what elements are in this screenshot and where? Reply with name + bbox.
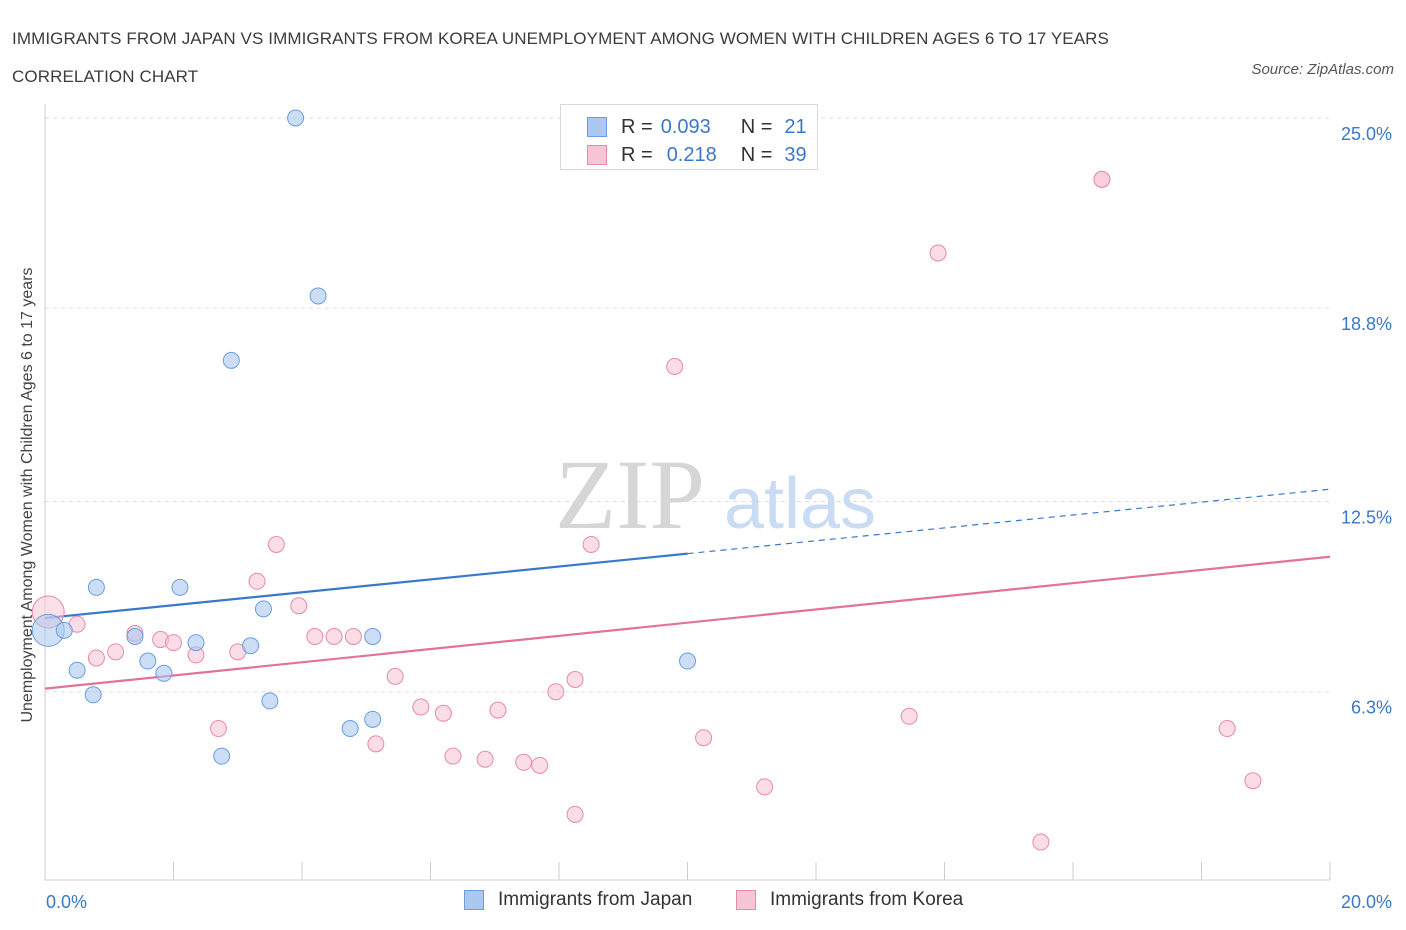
japan-point [187,634,205,652]
korea-point [582,535,600,553]
korea-point [344,627,362,645]
korea-point [566,805,584,823]
legend-r-label: R = [621,115,653,138]
y-tick-label: 25.0% [1341,124,1392,144]
korea-point [306,627,324,645]
y-tick-label: 6.3% [1351,698,1392,718]
japan-point [254,600,272,618]
japan-point [171,578,189,596]
korea-point [107,643,125,661]
korea-point [566,670,584,688]
korea-point [695,729,713,747]
korea-point [444,747,462,765]
data-points [31,109,1262,851]
y-tick-label: 18.8% [1341,314,1392,334]
korea-point [1032,833,1050,851]
legend-item-japan[interactable]: Immigrants from Japan [464,889,692,911]
korea-point [900,707,918,725]
japan-point [287,109,305,127]
legend-row-japan: R = 0.093 N = 21 [587,115,807,139]
legend-r-label: R = [621,143,653,166]
korea-point [1244,772,1262,790]
korea-point [367,735,385,753]
trend-lines [44,488,1331,690]
korea-point [165,634,182,652]
korea-point [756,778,774,796]
legend-item-korea[interactable]: Immigrants from Korea [736,889,963,911]
korea-point [929,244,947,262]
japan-point [261,692,279,710]
japan-point [126,627,144,645]
series-legend: Immigrants from Japan Immigrants from Ko… [0,889,1406,915]
korea-point [547,683,565,701]
y-axis-label: Unemployment Among Women with Children A… [19,267,36,723]
legend-n-label: N = [740,115,773,138]
korea-point [209,720,227,738]
tick-labels: 6.3% 12.5% 18.8% 25.0% 0.0% 20.0% [46,124,1392,912]
chart-title: IMMIGRANTS FROM JAPAN VS IMMIGRANTS FROM… [12,29,1109,86]
korea-point [489,701,507,719]
japan-point [341,720,359,738]
korea-trend-line [44,555,1331,690]
japan-point [364,627,382,645]
japan-point [222,351,240,369]
korea-point [1093,170,1111,188]
legend-r-value: 0.218 [666,143,717,166]
korea-point [412,698,430,716]
korea-point [531,756,549,774]
japan-point [679,652,696,670]
stats-legend: R = 0.093 N = 21 R = 0.218 N = 39 [560,104,818,170]
japan-point [309,287,327,305]
japan-point [68,661,86,679]
japan-point [242,637,260,655]
japan-point [139,652,157,670]
korea-point [267,535,285,553]
korea-swatch [587,145,607,165]
korea-point [248,572,266,590]
korea-point [87,649,105,667]
y-tick-label: 12.5% [1341,508,1392,528]
japan-point [87,578,105,596]
legend-n-value: 21 [784,115,807,138]
korea-point [1218,720,1236,738]
japan-trend-extension [687,488,1331,555]
japan-trend-line [44,552,688,620]
watermark-atlas: atlas [724,464,876,544]
korea-point [515,753,533,771]
japan-point [55,621,73,639]
japan-legend-swatch [464,890,484,910]
watermark: ZIP atlas [555,439,876,550]
grid-lines [45,117,1330,693]
japan-point [84,686,102,704]
legend-japan-label: Immigrants from Japan [498,889,693,910]
x-tick-label: 0.0% [46,892,87,912]
axes [44,104,1331,881]
korea-point [290,597,308,615]
japan-point [155,664,173,682]
chart-source: Source: ZipAtlas.com [1251,61,1394,78]
korea-point [476,750,494,768]
legend-r-value: 0.093 [660,115,711,138]
japan-point [364,710,382,728]
x-tick-label: 20.0% [1341,892,1392,912]
japan-point [213,747,231,765]
korea-legend-swatch [736,890,756,910]
watermark-zip: ZIP [555,439,705,550]
korea-point [666,358,684,376]
legend-n-value: 39 [784,143,807,166]
legend-row-korea: R = 0.218 N = 39 [587,143,807,167]
korea-point [434,704,452,722]
legend-n-label: N = [740,143,773,166]
japan-swatch [587,117,607,137]
korea-point [325,627,343,645]
korea-point [386,667,404,685]
legend-korea-label: Immigrants from Korea [770,889,964,910]
